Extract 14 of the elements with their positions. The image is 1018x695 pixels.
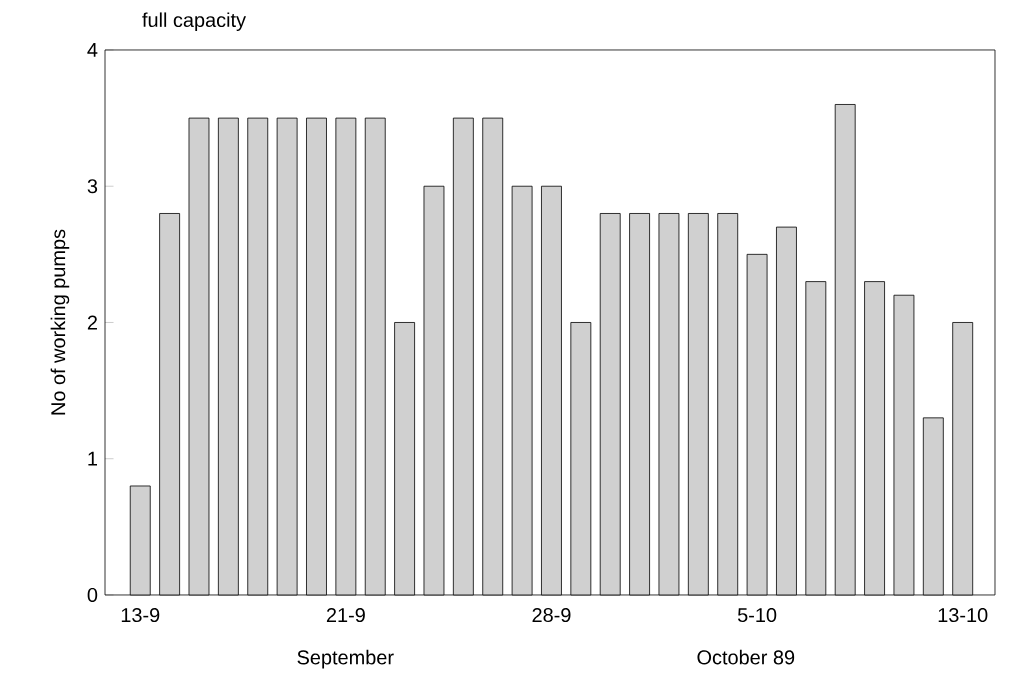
y-tick-label: 0: [87, 587, 98, 603]
x-tick-label: 13-9: [121, 608, 160, 623]
x-tick-label: 5-10: [737, 608, 777, 623]
text: October 89: [697, 649, 795, 665]
text: September: [297, 649, 394, 669]
x-tick-label: 21-9: [326, 608, 365, 623]
y-tick-label: 3: [87, 179, 98, 194]
y-tick-label: 4: [87, 43, 98, 57]
y-tick-label: 2: [87, 315, 97, 330]
text: full capacity: [142, 12, 246, 31]
y-tick-label: 1: [88, 451, 98, 466]
x-tick-label: 28-9: [532, 608, 571, 623]
x-tick-label: 13-10: [938, 608, 988, 623]
y-axis-title: No of working pumps: [50, 229, 70, 415]
